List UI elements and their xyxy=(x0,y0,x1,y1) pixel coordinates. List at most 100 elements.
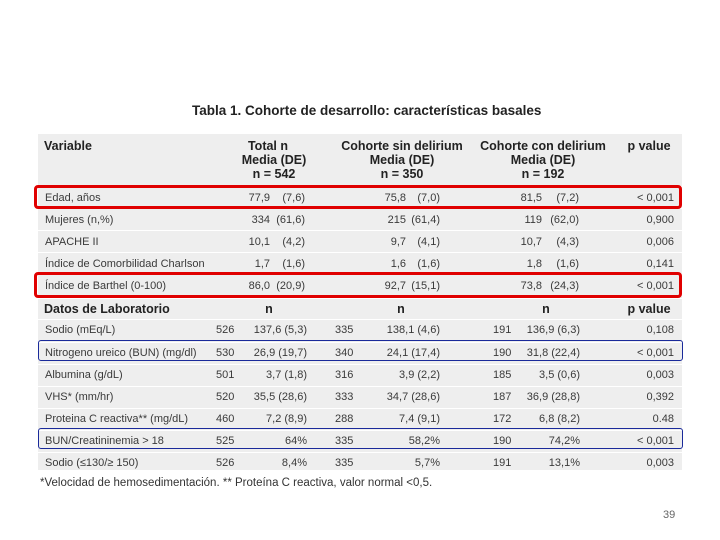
cell: 6,8 (8,2) xyxy=(539,413,580,425)
page-number: 39 xyxy=(663,509,676,521)
cell: (15,1) xyxy=(411,280,440,292)
cell: 73,8 xyxy=(520,280,542,292)
cell: (7,6) xyxy=(282,192,305,204)
cell: 288 xyxy=(335,413,354,425)
cell: 13,1% xyxy=(548,457,580,469)
row-label: VHS* (mm/hr) xyxy=(45,391,114,403)
cell: 138,1 (4,6) xyxy=(386,324,440,336)
cell: 35,5 (28,6) xyxy=(253,391,307,403)
cell: 334 xyxy=(251,214,270,226)
cell: 10,1 xyxy=(248,236,270,248)
cell: 136,9 (6,3) xyxy=(526,324,580,336)
lab-header-n: n xyxy=(542,302,550,316)
cell: 34,7 (28,6) xyxy=(386,391,440,403)
highlight-blue-bun xyxy=(38,340,683,361)
header-total-sub: Media (DE) xyxy=(241,153,307,167)
cell: 3,5 (0,6) xyxy=(539,369,580,381)
header-p: p value xyxy=(627,139,671,153)
cell: 0,108 xyxy=(646,324,674,336)
cell: 74,2% xyxy=(548,435,580,447)
cell: 9,7 xyxy=(390,236,406,248)
cell: 190 xyxy=(493,347,512,359)
baseline-characteristics-table: Variable Total n Cohorte sin delirium Co… xyxy=(38,134,682,470)
cell: 137,6 (5,3) xyxy=(253,324,307,336)
cell: 526 xyxy=(216,457,235,469)
cell: (61,6) xyxy=(276,214,305,226)
cell: (4,2) xyxy=(282,236,305,248)
cell: 530 xyxy=(216,347,235,359)
cell: 26,9 (19,7) xyxy=(253,347,307,359)
cell: 58,2% xyxy=(408,435,440,447)
row-label: Índice de Barthel (0-100) xyxy=(45,280,167,292)
highlight-red-barthel xyxy=(34,272,682,298)
row-label: Nitrogeno ureico (BUN) (mg/dl) xyxy=(45,347,197,359)
row-label: Mujeres (n,%) xyxy=(45,214,114,226)
row-label: Índice de Comorbilidad Charlson xyxy=(45,258,205,270)
cell: 75,8 xyxy=(384,192,406,204)
cell: 0,006 xyxy=(646,236,674,248)
table-title: Tabla 1. Cohorte de desarrollo: caracter… xyxy=(192,103,542,118)
cell: 1,6 xyxy=(390,258,406,270)
header-con: Cohorte con delirium xyxy=(480,139,606,153)
cell: (1,6) xyxy=(556,258,579,270)
row-label: Edad, años xyxy=(45,192,101,204)
header-con-sub: Media (DE) xyxy=(510,153,576,167)
cell: 31,8 (22,4) xyxy=(526,347,580,359)
cell: 81,5 xyxy=(520,192,542,204)
header-con-n: n = 192 xyxy=(521,167,565,181)
cell: 0,003 xyxy=(646,369,674,381)
row-label: BUN/Creatininemia > 18 xyxy=(45,435,164,447)
cell: < 0,001 xyxy=(636,435,674,447)
cell: 77,9 xyxy=(248,192,270,204)
cell: 24,1 (17,4) xyxy=(386,347,440,359)
cell: (20,9) xyxy=(276,280,305,292)
header-sin-sub: Media (DE) xyxy=(369,153,435,167)
cell: 10,7 xyxy=(520,236,542,248)
cell: 187 xyxy=(493,391,512,403)
cell: (61,4) xyxy=(411,214,440,226)
header-total: Total n xyxy=(247,139,289,153)
cell: 0,003 xyxy=(646,457,674,469)
row-label: Albumina (g/dL) xyxy=(45,369,123,381)
cell: 0,392 xyxy=(646,391,674,403)
cell: 191 xyxy=(493,457,512,469)
cell: 335 xyxy=(335,457,354,469)
cell: (7,2) xyxy=(556,192,579,204)
cell: 335 xyxy=(335,435,354,447)
cell: < 0,001 xyxy=(636,280,674,292)
lab-header-n: n xyxy=(265,302,273,316)
cell: < 0,001 xyxy=(636,192,674,204)
header-sin-n: n = 350 xyxy=(380,167,424,181)
cell: 7,2 (8,9) xyxy=(266,413,307,425)
cell: 7,4 (9,1) xyxy=(399,413,440,425)
cell: 0,141 xyxy=(646,258,674,270)
cell: (62,0) xyxy=(550,214,579,226)
cell: 185 xyxy=(493,369,512,381)
cell: 191 xyxy=(493,324,512,336)
cell: 5,7% xyxy=(414,457,440,469)
cell: 190 xyxy=(493,435,512,447)
footnote: *Velocidad de hemosedimentación. ** Prot… xyxy=(40,477,433,489)
cell: 333 xyxy=(335,391,354,403)
cell: 335 xyxy=(335,324,354,336)
cell: 0.48 xyxy=(652,413,674,425)
row-label: APACHE II xyxy=(45,236,99,248)
lab-header-n: n xyxy=(397,302,405,316)
cell: 1,7 xyxy=(254,258,270,270)
cell: 172 xyxy=(493,413,512,425)
row-label: Proteina C reactiva** (mg/dL) xyxy=(45,413,189,425)
cell: (7,0) xyxy=(417,192,440,204)
row-label: Sodio (mEq/L) xyxy=(45,324,116,336)
cell: 520 xyxy=(216,391,235,403)
cell: 119 xyxy=(524,214,542,226)
cell: 0,900 xyxy=(646,214,674,226)
cell: (1,6) xyxy=(417,258,440,270)
row-label: Sodio (≤130/≥ 150) xyxy=(45,457,139,469)
header-total-n: n = 542 xyxy=(252,167,296,181)
header-variable: Variable xyxy=(44,139,92,153)
cell: 1,8 xyxy=(526,258,542,270)
cell: 340 xyxy=(335,347,354,359)
cell: 8,4% xyxy=(281,457,307,469)
cell: 36,9 (28,8) xyxy=(526,391,580,403)
header-sin: Cohorte sin delirium xyxy=(341,139,463,153)
